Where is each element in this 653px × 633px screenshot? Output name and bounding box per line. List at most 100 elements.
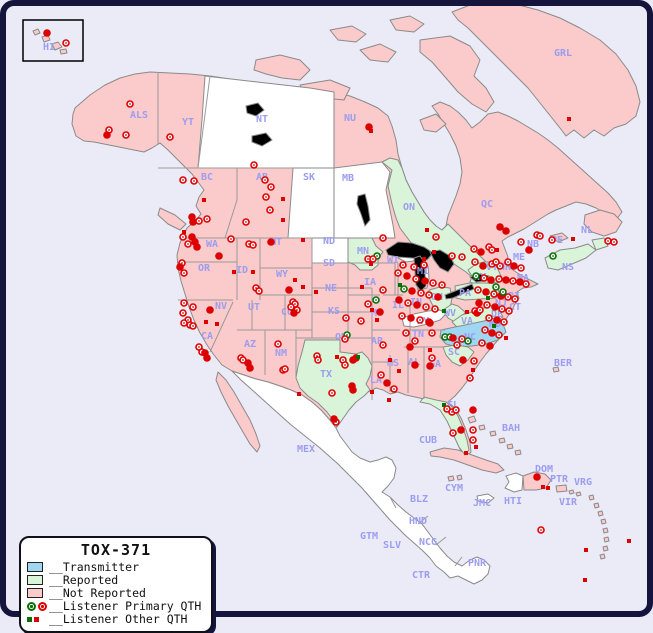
red-square-marker <box>425 228 429 232</box>
green-circle-marker <box>441 333 449 341</box>
red-circle-marker <box>485 314 493 322</box>
red-square-marker <box>370 390 374 394</box>
red-circle-marker <box>166 133 174 141</box>
red-dot-marker <box>510 262 518 270</box>
legend-label: __Not Reported <box>49 586 146 600</box>
hawaii-islands <box>32 28 68 55</box>
red-circle-marker <box>62 39 70 47</box>
legend-row-not-reported: __Not Reported <box>27 586 205 600</box>
red-circle-marker <box>449 429 457 437</box>
red-dot-marker <box>426 362 434 370</box>
red-dot-marker <box>176 263 184 271</box>
red-circle-marker <box>610 238 618 246</box>
region-label-AZ: AZ <box>244 339 256 350</box>
red-dot-marker <box>403 272 411 280</box>
red-square-marker <box>567 117 571 121</box>
red-square-marker <box>335 355 339 359</box>
red-dot-marker <box>449 334 457 342</box>
arctic-islands <box>253 15 495 133</box>
region-label-DOM: DOM <box>535 464 553 475</box>
green-circle-marker <box>549 252 557 260</box>
red-square-marker <box>397 369 401 373</box>
region-label-CYM: CYM <box>445 483 463 494</box>
region-label-CT: CT <box>509 302 521 313</box>
red-dot-marker <box>411 361 419 369</box>
region-label-OR: OR <box>198 263 211 274</box>
red-dot-marker <box>434 293 442 301</box>
hawaii-inset-box <box>22 19 84 62</box>
red-square-marker <box>293 278 297 282</box>
red-circle-marker <box>448 252 456 260</box>
red-circle-marker <box>190 177 198 185</box>
red-square-marker <box>541 485 545 489</box>
red-circle-marker <box>428 329 436 337</box>
green-square-marker <box>356 355 360 359</box>
transmitter-swatch <box>27 562 43 572</box>
red-dot-marker <box>285 286 293 294</box>
red-circle-marker <box>476 306 484 314</box>
red-dot-marker <box>406 343 414 351</box>
red-square-marker <box>388 358 392 362</box>
red-circle-marker <box>250 161 258 169</box>
red-circle-marker <box>511 295 519 303</box>
region-label-MEX: MEX <box>297 444 315 455</box>
lake-huron <box>429 249 455 273</box>
red-circle-marker <box>402 329 410 337</box>
red-dot-marker <box>491 303 499 311</box>
green-square-marker <box>442 403 446 407</box>
red-circle-marker <box>255 287 263 295</box>
red-square-marker <box>182 230 186 234</box>
green-square-marker <box>398 283 402 287</box>
red-circle-marker <box>428 354 436 362</box>
red-dot-marker <box>203 354 211 362</box>
red-circle-marker <box>399 261 407 269</box>
red-circle-marker <box>504 293 512 301</box>
region-label-MS: MS <box>387 358 399 369</box>
region-label-GTM: GTM <box>360 531 378 542</box>
red-dot-marker <box>457 426 465 434</box>
great-bear-lake <box>245 102 265 117</box>
red-circle-marker <box>379 234 387 242</box>
red-dot-marker <box>496 223 504 231</box>
red-circle-marker <box>495 275 503 283</box>
region-label-OK: OK <box>335 332 347 343</box>
green-square-marker <box>442 309 446 313</box>
region-label-CUB: CUB <box>419 435 437 446</box>
red-circle-marker <box>604 237 612 245</box>
red-circle-marker <box>470 245 478 253</box>
red-dot-marker <box>290 309 298 317</box>
red-square-marker <box>464 451 468 455</box>
red-circle-marker <box>432 233 440 241</box>
region-label-ND: ND <box>323 236 335 247</box>
region-label-NS: NS <box>562 262 574 273</box>
red-square-marker <box>627 539 631 543</box>
red-dot-marker <box>486 342 494 350</box>
red-circle-marker <box>369 255 377 263</box>
legend-title: TOX-371 <box>80 541 152 559</box>
window-frame <box>0 0 653 617</box>
red-circle-marker <box>377 371 385 379</box>
region-label-BER: BER <box>554 358 573 369</box>
region-label-NY: NY <box>474 272 486 283</box>
red-circle-marker <box>412 275 420 283</box>
red-circle-marker <box>266 206 274 214</box>
region-label-CA: CA <box>201 331 213 342</box>
red-circle-marker-icon <box>38 601 47 611</box>
red-circle-marker <box>341 361 349 369</box>
region-label-QC: QC <box>481 199 493 210</box>
region-label-NB: NB <box>527 239 539 250</box>
region-label-LA: LA <box>370 375 382 386</box>
legend-row-listener-primary: __Listener Primary QTH <box>27 599 205 613</box>
region-label-SC: SC <box>448 347 460 358</box>
region-label-IA: IA <box>364 277 376 288</box>
green-circle-marker <box>372 296 380 304</box>
region-label-HND: HND <box>409 516 427 527</box>
red-circle-marker <box>379 341 387 349</box>
red-square-marker <box>583 578 587 582</box>
lake-winnipeg <box>356 193 371 228</box>
red-circle-marker <box>517 238 525 246</box>
red-square-marker <box>301 285 305 289</box>
red-square-marker <box>584 548 588 552</box>
red-dot-marker <box>103 131 111 139</box>
red-circle-marker <box>411 337 419 345</box>
